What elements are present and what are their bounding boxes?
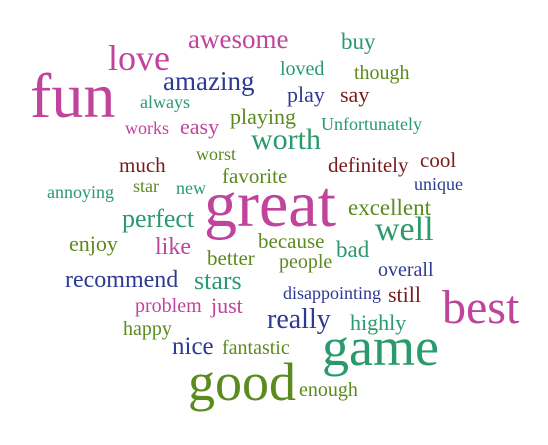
word-perfect: perfect xyxy=(122,204,195,233)
word-unique: unique xyxy=(414,174,463,194)
word-play: play xyxy=(287,82,325,107)
word-buy: buy xyxy=(341,29,376,54)
word-disappointing: disappointing xyxy=(283,283,381,303)
word-well: well xyxy=(375,211,434,248)
word-overall: overall xyxy=(378,259,434,281)
word-works: works xyxy=(125,118,169,138)
word-fun: fun xyxy=(30,60,116,131)
word-playing: playing xyxy=(230,104,296,129)
word-awesome: awesome xyxy=(188,24,289,54)
word-though: though xyxy=(354,62,410,84)
word-game: game xyxy=(322,317,439,377)
word-star: star xyxy=(133,176,159,196)
word-better: better xyxy=(207,246,255,270)
word-good: good xyxy=(188,352,296,412)
word-enjoy: enjoy xyxy=(69,231,118,256)
word-highly: highly xyxy=(350,310,407,335)
word-bad: bad xyxy=(336,237,370,262)
word-fantastic: fantastic xyxy=(222,337,290,359)
word-annoying: annoying xyxy=(47,182,114,202)
word-nice: nice xyxy=(172,333,214,360)
word-worth: worth xyxy=(251,123,321,156)
word-new: new xyxy=(176,178,206,198)
word-problem: problem xyxy=(135,295,202,317)
word-recommend: recommend xyxy=(65,267,179,293)
word-always: always xyxy=(140,92,190,112)
word-because: because xyxy=(258,229,325,253)
word-happy: happy xyxy=(123,318,172,340)
word-stars: stars xyxy=(194,266,242,295)
word-loved: loved xyxy=(280,58,325,80)
word-much: much xyxy=(119,153,166,177)
word-love: love xyxy=(108,38,170,78)
word-easy: easy xyxy=(180,114,220,139)
word-worst: worst xyxy=(196,144,236,164)
word-just: just xyxy=(211,293,243,318)
word-like: like xyxy=(155,234,191,260)
word-favorite: favorite xyxy=(222,164,288,188)
word-amazing: amazing xyxy=(163,66,255,96)
word-enough: enough xyxy=(299,379,358,401)
word-say: say xyxy=(340,82,370,107)
word-definitely: definitely xyxy=(328,153,409,177)
word-still: still xyxy=(388,282,422,307)
word-unfortunately: Unfortunately xyxy=(321,114,422,134)
word-best: best xyxy=(442,281,520,334)
word-excellent: excellent xyxy=(348,195,432,220)
word-people: people xyxy=(279,251,333,273)
word-great: great xyxy=(204,168,336,241)
word-cool: cool xyxy=(420,148,457,172)
word-really: really xyxy=(267,304,331,335)
